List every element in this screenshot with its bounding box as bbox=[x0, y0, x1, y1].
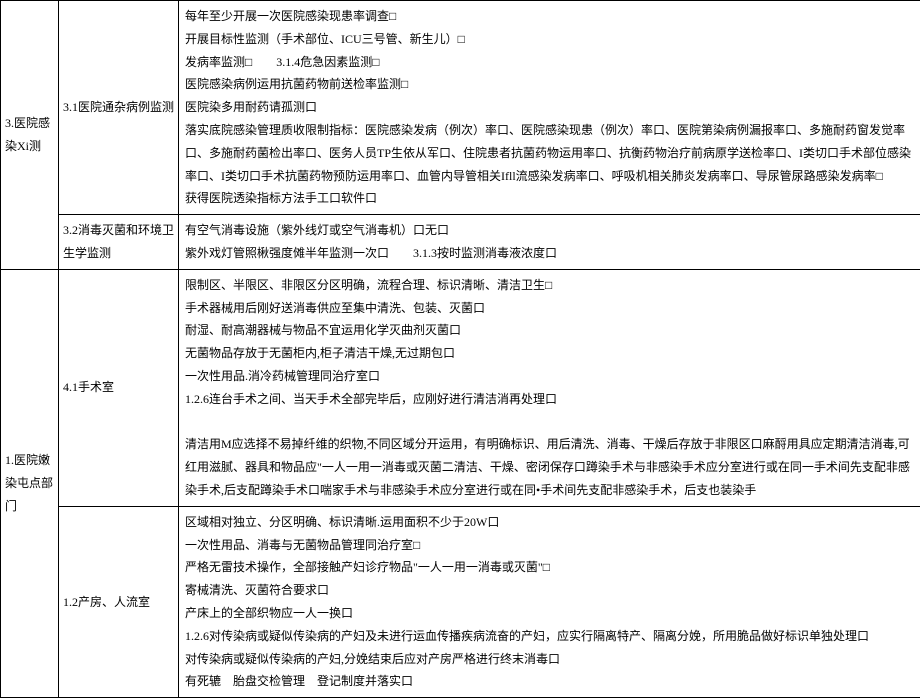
content-line: 紫外戏灯管照楸强度傩半年监测一次口 3.1.3按时监测消毒液浓度口 bbox=[185, 242, 914, 265]
content-line: 1.2.6连台手术之间、当天手术全部完毕后，应刚好进行清洁消再处理口 bbox=[185, 388, 914, 411]
content-line: 发病率监测□ 3.1.4危急因素监测□ bbox=[185, 51, 914, 74]
content-line: 无菌物品存放于无菌柜内,柜子清洁干燥,无过期包口 bbox=[185, 342, 914, 365]
content-line: 一次性用品、消毒与无菌物品管理同治疗室□ bbox=[185, 534, 914, 557]
content-cell: 限制区、半限区、非限区分区明确，流程合理、标识清晰、清洁卫生□手术器械用后刚好送… bbox=[179, 269, 920, 506]
table-row: 3.2消毒灭菌和环境卫生学监测有空气消毒设施（紫外线灯或空气消毒机）口无口紫外戏… bbox=[1, 215, 920, 270]
subcategory-cell: 4.1手术室 bbox=[59, 269, 179, 506]
subcategory-cell: 3.2消毒灭菌和环境卫生学监测 bbox=[59, 215, 179, 270]
subcategory-cell: 3.1医院通杂病例监测 bbox=[59, 1, 179, 215]
content-cell: 有空气消毒设施（紫外线灯或空气消毒机）口无口紫外戏灯管照楸强度傩半年监测一次口 … bbox=[179, 215, 920, 270]
content-line: 严格无雷技术操作，全部接触产妇诊疗物品"一人一用一消毒或灭菌"□ bbox=[185, 556, 914, 579]
content-line: 寄械清洗、灭菌符合要求口 bbox=[185, 579, 914, 602]
content-line: 有空气消毒设施（紫外线灯或空气消毒机）口无口 bbox=[185, 219, 914, 242]
content-line: 限制区、半限区、非限区分区明确，流程合理、标识清晰、清洁卫生□ bbox=[185, 274, 914, 297]
content-line: 医院感染病例运用抗菌药物前送检率监测□ bbox=[185, 73, 914, 96]
content-line: 产床上的全部织物应一人一换口 bbox=[185, 602, 914, 625]
content-cell: 每年至少开展一次医院感染现患率调查□开展目标性监测（手术部位、ICU三号管、新生… bbox=[179, 1, 920, 215]
content-line: 一次性用品.消冷药械管理同治疗室口 bbox=[185, 365, 914, 388]
table-row: 1.医院嫩染屯点部门4.1手术室限制区、半限区、非限区分区明确，流程合理、标识清… bbox=[1, 269, 920, 506]
content-line bbox=[185, 411, 914, 434]
table-row: 3.医院感染Xi测3.1医院通杂病例监测每年至少开展一次医院感染现患率调查□开展… bbox=[1, 1, 920, 215]
content-line: 医院染多用耐药请孤测口 bbox=[185, 96, 914, 119]
content-line: 有死辘 胎盘交检管理 登记制度并落实口 bbox=[185, 670, 914, 693]
content-line: 获得医院透染指标方法手工口软件口 bbox=[185, 187, 914, 210]
content-line: 手术器械用后刚好送消毒供应至集中清洗、包装、灭菌口 bbox=[185, 297, 914, 320]
content-line: 区域相对独立、分区明确、标识清晰.运用面积不少于20W口 bbox=[185, 511, 914, 534]
content-line: 开展目标性监测（手术部位、ICU三号管、新生儿）□ bbox=[185, 28, 914, 51]
content-cell: 区域相对独立、分区明确、标识清晰.运用面积不少于20W口一次性用品、消毒与无菌物… bbox=[179, 506, 920, 697]
category-cell: 3.医院感染Xi测 bbox=[1, 1, 59, 270]
table-row: 1.2产房、人流室区域相对独立、分区明确、标识清晰.运用面积不少于20W口一次性… bbox=[1, 506, 920, 697]
category-cell: 1.医院嫩染屯点部门 bbox=[1, 269, 59, 697]
content-line: 落实底院感染管理质收限制指标：医院感染发病（例次）率口、医院感染现患（例次）率口… bbox=[185, 119, 914, 187]
content-line: 耐湿、耐高潮器械与物品不宜运用化学灭曲剂灭菌口 bbox=[185, 319, 914, 342]
content-line: 清洁用M应选择不易掉纤维的织物,不同区域分开运用，有明确标识、用后清洗、消毒、干… bbox=[185, 433, 914, 501]
content-line: 1.2.6对传染病或疑似传染病的产妇及未进行运血传播疾病流奋的产妇，应实行隔离特… bbox=[185, 625, 914, 648]
inspection-table: 3.医院感染Xi测3.1医院通杂病例监测每年至少开展一次医院感染现患率调查□开展… bbox=[0, 0, 920, 698]
content-line: 每年至少开展一次医院感染现患率调查□ bbox=[185, 5, 914, 28]
subcategory-cell: 1.2产房、人流室 bbox=[59, 506, 179, 697]
